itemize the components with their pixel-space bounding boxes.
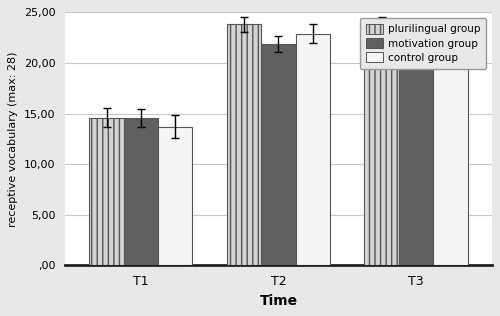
Y-axis label: receptive vocabulary (max: 28): receptive vocabulary (max: 28) [8,51,18,227]
Bar [433,38,468,265]
Bar [124,118,158,265]
Bar [364,24,399,265]
Bar [227,24,262,265]
Legend: plurilingual group, motivation group, control group: plurilingual group, motivation group, co… [360,18,486,69]
Bar [158,127,192,265]
Bar [262,44,296,265]
Bar [90,118,124,265]
Bar [399,48,433,265]
X-axis label: Time: Time [260,294,298,308]
Bar [296,33,330,265]
